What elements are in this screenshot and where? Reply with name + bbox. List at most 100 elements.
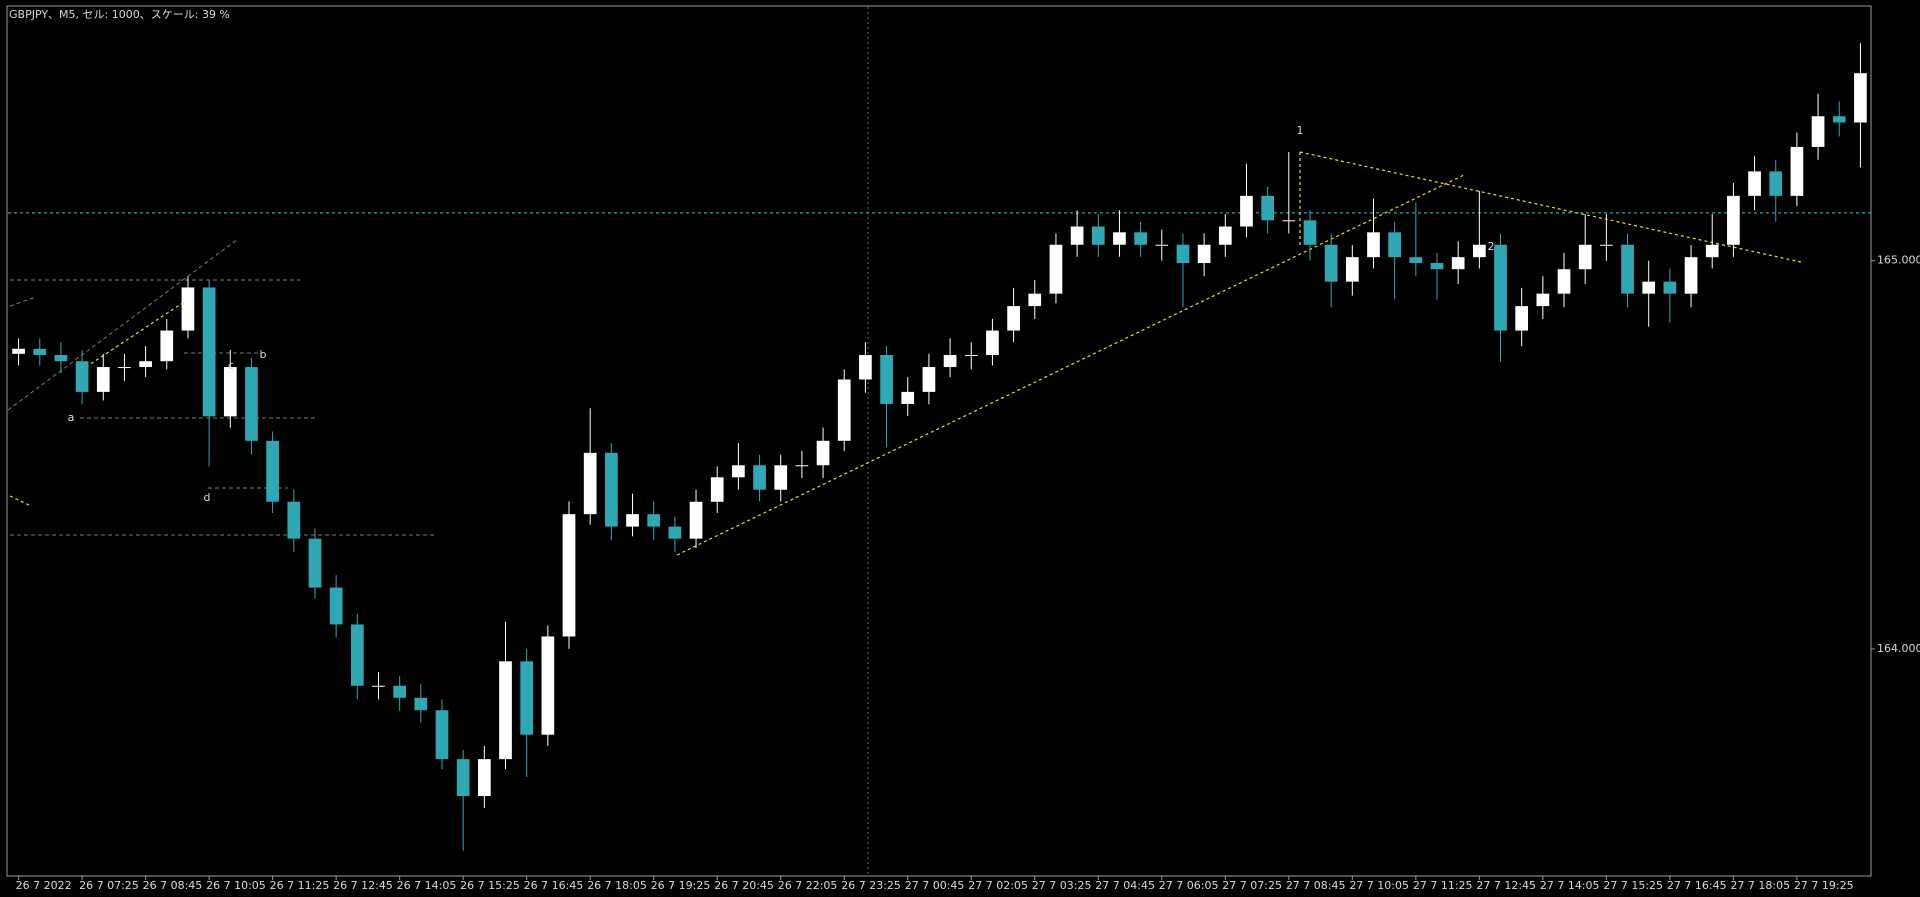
x-tick-label: 26 7 18:05	[587, 879, 647, 892]
candle-body	[562, 514, 576, 637]
candle-body	[1769, 171, 1783, 196]
candle-body	[837, 379, 851, 441]
y-tick-label: 164.000	[1877, 642, 1920, 655]
candle-body	[1409, 257, 1423, 264]
x-tick-label: 26 7 15:25	[460, 879, 520, 892]
candle-body	[1494, 244, 1507, 331]
candle-body	[118, 367, 131, 369]
candle-body	[1345, 257, 1359, 282]
candle-body	[1282, 220, 1296, 222]
candle-body	[1218, 226, 1232, 245]
candle-body	[1600, 244, 1613, 246]
candle-body	[1070, 226, 1084, 245]
x-tick-label: 26 7 20:45	[714, 879, 774, 892]
candle-body	[1790, 146, 1804, 196]
annotation-label: 1	[1297, 124, 1304, 137]
annotation-label: b	[260, 348, 267, 361]
candle-body	[520, 661, 534, 735]
candle-body	[1324, 244, 1338, 282]
candle-body	[1727, 195, 1740, 245]
candle-body	[202, 287, 216, 417]
candle-body	[583, 452, 597, 515]
candle-body	[626, 514, 639, 527]
x-tick-label: 27 7 15:25	[1603, 879, 1663, 892]
candle-body	[33, 348, 47, 356]
candle-body	[859, 355, 872, 380]
candle-body	[181, 287, 195, 331]
candle-body	[986, 330, 999, 356]
x-tick-label: 27 7 06:05	[1159, 879, 1219, 892]
candle-body	[1832, 116, 1846, 123]
candle-body	[12, 348, 25, 354]
candle-body	[1557, 269, 1571, 294]
trend-line	[1299, 151, 1802, 263]
candle-body	[1854, 73, 1867, 123]
candle-body	[245, 367, 258, 441]
annotation-label: a	[68, 411, 75, 424]
candle-body	[1240, 195, 1253, 227]
x-tick-label: 27 7 00:45	[905, 879, 965, 892]
trend-line	[85, 293, 197, 368]
x-tick-label: 27 7 11:25	[1413, 879, 1473, 892]
candle-body	[816, 440, 830, 466]
candle-body	[96, 367, 110, 392]
candle-body	[1028, 293, 1042, 307]
candle-body	[75, 361, 89, 392]
chart-title: GBPJPY、M5, セル: 1000、スケール: 39 %	[9, 8, 230, 21]
trend-line	[676, 173, 1467, 556]
x-tick-label: 27 7 16:45	[1667, 879, 1727, 892]
x-tick-label: 26 7 2022	[16, 879, 72, 892]
x-tick-label: 27 7 19:25	[1794, 879, 1854, 892]
candle-body	[605, 452, 618, 527]
candle-body	[774, 465, 788, 490]
candle-body	[1451, 257, 1465, 270]
x-tick-label: 27 7 12:45	[1476, 879, 1536, 892]
candle-body	[964, 355, 978, 357]
candle-body	[393, 685, 407, 698]
candle-body	[1261, 195, 1274, 221]
candle-body	[943, 355, 957, 368]
candle-body	[880, 355, 893, 404]
plot-frame	[6, 5, 1872, 877]
x-tick-label: 27 7 07:25	[1222, 879, 1282, 892]
candle-body	[1049, 244, 1063, 294]
candle-body	[1176, 244, 1190, 264]
candle-body	[901, 391, 915, 404]
candle-body	[1811, 116, 1825, 147]
annotation-label: c	[228, 359, 234, 372]
candle-body	[1367, 232, 1380, 258]
annotation-label: d	[204, 491, 211, 504]
candle-body	[1515, 306, 1529, 331]
candle-body	[668, 526, 682, 539]
candle-body	[308, 538, 322, 588]
candle-body	[499, 661, 512, 760]
x-tick-label: 26 7 19:25	[651, 879, 711, 892]
candle-body	[435, 710, 449, 760]
x-tick-label: 27 7 14:05	[1540, 879, 1600, 892]
candle-body	[287, 501, 301, 539]
candle-body	[1663, 281, 1677, 294]
x-tick-label: 26 7 11:25	[270, 879, 330, 892]
candle-body	[732, 465, 745, 478]
candle-body	[1091, 226, 1105, 245]
candle-body	[1705, 244, 1719, 258]
x-tick-label: 26 7 07:25	[79, 879, 139, 892]
candle-body	[456, 759, 470, 797]
x-tick-label: 26 7 16:45	[524, 879, 584, 892]
candle-body	[1748, 171, 1761, 196]
candle-body	[1536, 293, 1550, 307]
candle-body	[1113, 232, 1126, 245]
candle-body	[223, 367, 237, 417]
candle-body	[477, 759, 491, 797]
candle-body	[1684, 257, 1698, 294]
candle-body	[689, 501, 703, 539]
candle-body	[1430, 263, 1444, 270]
candle-body	[1007, 306, 1020, 331]
trend-line	[9, 495, 32, 507]
x-tick-label: 26 7 22:05	[778, 879, 838, 892]
candle-body	[414, 697, 428, 711]
candle-body	[922, 367, 936, 392]
candle-body	[753, 465, 766, 490]
x-tick-label: 27 7 10:05	[1349, 879, 1409, 892]
